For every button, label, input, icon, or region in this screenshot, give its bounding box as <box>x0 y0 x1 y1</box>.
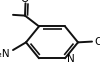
Text: Cl: Cl <box>94 37 100 47</box>
Text: O: O <box>20 0 29 4</box>
Text: H₂N: H₂N <box>0 49 10 59</box>
Text: N: N <box>68 54 75 64</box>
